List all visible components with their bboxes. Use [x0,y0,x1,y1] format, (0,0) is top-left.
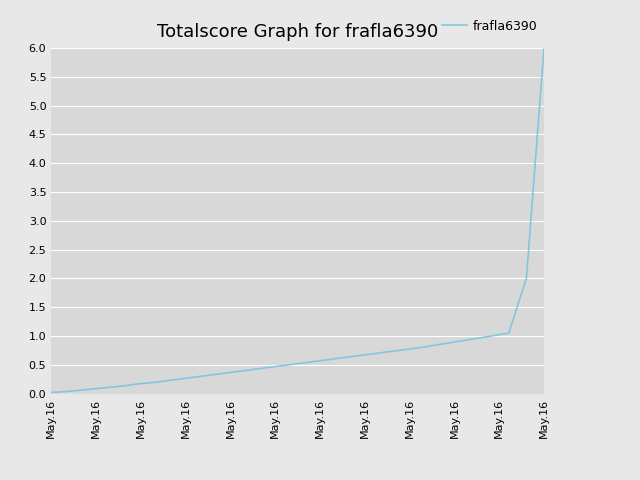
frafla6390 [381,349,389,355]
frafla6390 [399,347,407,353]
frafla6390 [470,336,477,342]
frafla6390 [83,387,90,393]
Legend: frafla6390: frafla6390 [442,20,538,33]
Title: Totalscore Graph for frafla6390: Totalscore Graph for frafla6390 [157,23,438,41]
frafla6390 [488,333,495,339]
frafla6390 [347,354,355,360]
frafla6390 [259,365,266,371]
frafla6390 [118,383,125,389]
frafla6390 [505,330,513,336]
frafla6390 [47,390,55,396]
frafla6390 [276,363,284,369]
frafla6390 [223,370,231,376]
frafla6390 [294,361,301,367]
frafla6390 [188,374,196,380]
frafla6390 [329,356,337,362]
frafla6390 [311,359,319,364]
frafla6390 [364,351,372,357]
frafla6390 [153,379,161,385]
frafla6390 [452,339,460,345]
frafla6390 [435,342,442,348]
frafla6390 [522,276,530,281]
frafla6390 [241,368,248,373]
frafla6390 [136,381,143,387]
frafla6390 [205,372,213,378]
frafla6390 [100,385,108,391]
frafla6390 [417,345,425,350]
frafla6390 [540,45,548,51]
frafla6390 [65,388,73,394]
frafla6390 [170,377,178,383]
Line: frafla6390: frafla6390 [51,48,544,393]
